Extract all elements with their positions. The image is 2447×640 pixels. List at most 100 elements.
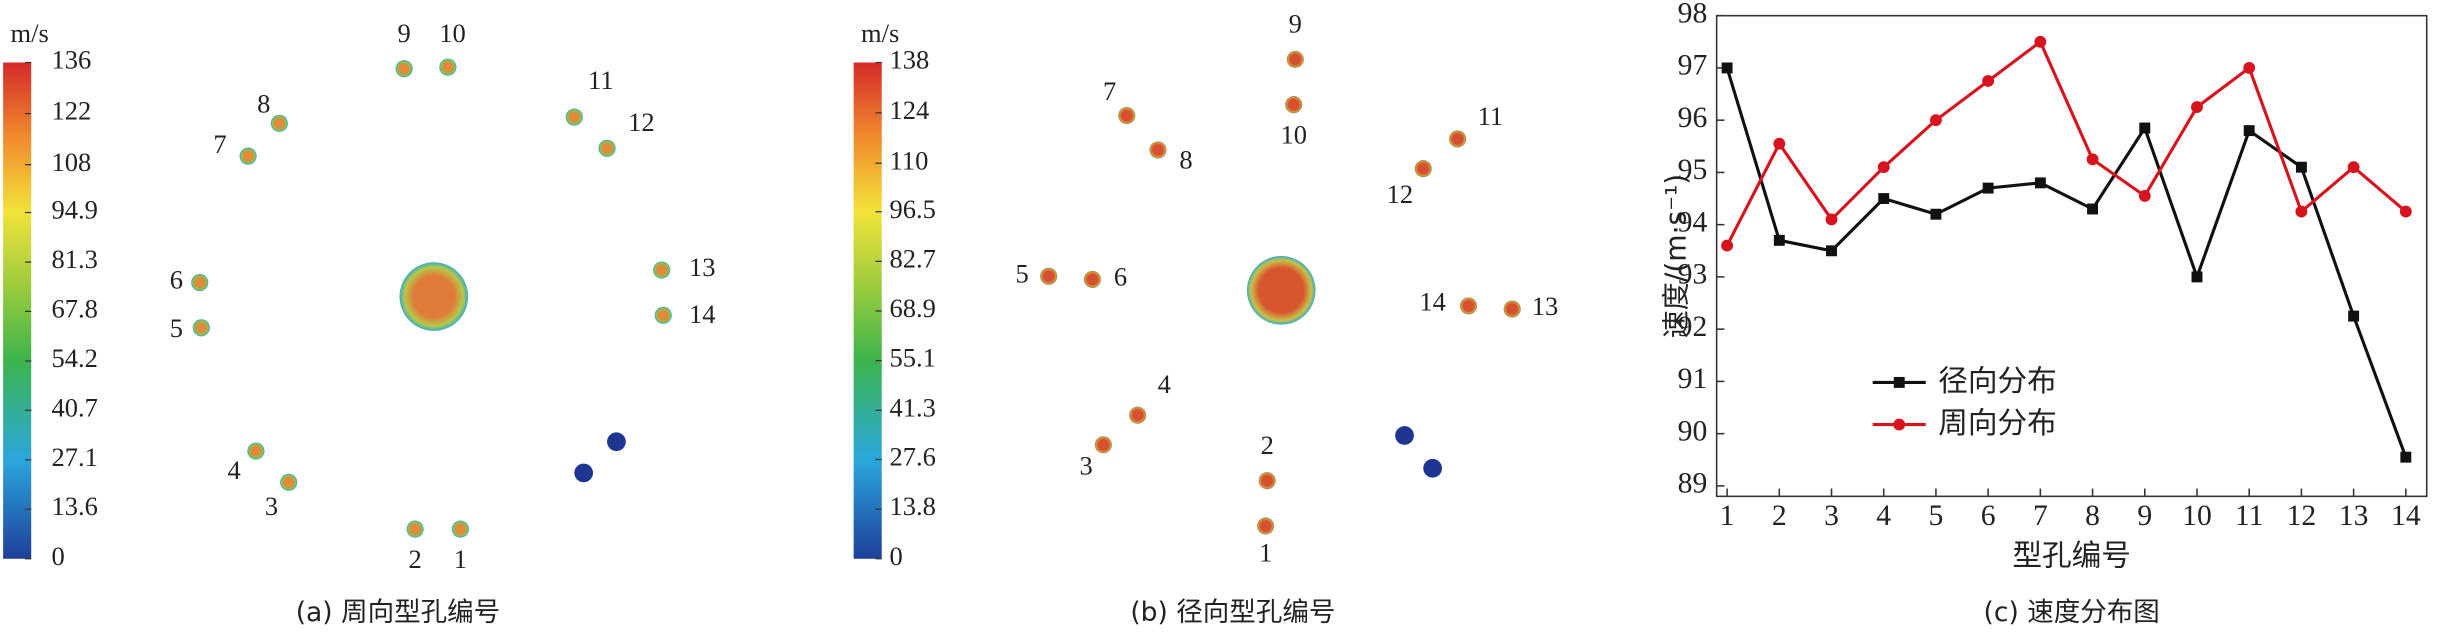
legend-label: 周向分布 bbox=[1938, 405, 2057, 440]
x-tick-label: 3 bbox=[1824, 500, 1839, 532]
hole-label: 12 bbox=[1387, 179, 1414, 209]
hole bbox=[1129, 406, 1147, 424]
hole bbox=[1449, 130, 1467, 148]
x-tick-label: 9 bbox=[2137, 500, 2152, 532]
hole bbox=[1094, 436, 1112, 454]
series-line bbox=[1725, 39, 2407, 247]
marker bbox=[1825, 213, 1838, 226]
colorbar-tick-label: 122 bbox=[51, 96, 91, 126]
x-tick-label: 11 bbox=[2235, 500, 2264, 532]
hole-label: 8 bbox=[257, 88, 270, 118]
hole-label: 13 bbox=[1532, 291, 1559, 321]
hole bbox=[598, 139, 616, 157]
x-tick-label: 5 bbox=[1929, 500, 1944, 532]
series-line bbox=[1725, 67, 2408, 458]
hole-label: 9 bbox=[398, 18, 411, 48]
y-tick-label: 92 bbox=[1678, 311, 1708, 343]
caption: (b) 径向型孔编号 bbox=[1130, 597, 1335, 628]
colorbar-tick-label: 82.7 bbox=[890, 243, 936, 273]
hole-label: 10 bbox=[1280, 120, 1307, 150]
colorbar-tick-label: 136 bbox=[51, 45, 91, 75]
hole bbox=[270, 114, 288, 132]
y-tick-label: 98 bbox=[1678, 0, 1708, 29]
hole bbox=[654, 306, 672, 324]
x-axis-label: 型孔编号 bbox=[2012, 538, 2131, 573]
hole-label: 5 bbox=[170, 313, 183, 343]
legend-label: 径向分布 bbox=[1938, 363, 2057, 398]
colorbar-label: m/s bbox=[10, 18, 48, 48]
marker bbox=[2139, 122, 2151, 134]
hole-label: 10 bbox=[439, 18, 466, 48]
center-hole bbox=[399, 262, 469, 331]
hole bbox=[247, 442, 265, 460]
marker bbox=[2034, 177, 2046, 189]
marker bbox=[2138, 190, 2151, 202]
hole bbox=[1258, 472, 1276, 490]
y-tick-label: 90 bbox=[1678, 415, 1708, 447]
marker bbox=[1930, 208, 1942, 220]
marker bbox=[1877, 161, 1890, 174]
colorbar-tick-label: 96.5 bbox=[890, 194, 936, 224]
y-tick-label: 94 bbox=[1678, 206, 1708, 238]
hole-label: 8 bbox=[1179, 144, 1192, 174]
hole bbox=[239, 147, 257, 165]
colorbar-tick-label: 68.9 bbox=[890, 293, 936, 323]
colorbar-tick-label: 13.8 bbox=[890, 491, 936, 521]
y-tick-label: 89 bbox=[1678, 468, 1708, 500]
marker bbox=[2295, 161, 2307, 173]
hole bbox=[1149, 141, 1167, 159]
marker bbox=[2034, 35, 2047, 48]
hole bbox=[395, 60, 413, 78]
marker bbox=[1826, 245, 1837, 257]
hole-label: 12 bbox=[628, 107, 655, 137]
marker bbox=[1721, 239, 1734, 252]
x-tick-label: 12 bbox=[2287, 500, 2317, 532]
blue-hole bbox=[1395, 426, 1414, 445]
colorbar-tick-label: 108 bbox=[51, 147, 91, 177]
hole bbox=[1257, 517, 1275, 535]
marker bbox=[1721, 62, 1733, 74]
marker bbox=[1773, 137, 1786, 150]
marker bbox=[1773, 234, 1785, 246]
colorbar-tick-label: 40.7 bbox=[51, 392, 97, 422]
hole bbox=[565, 108, 583, 126]
x-tick-label: 2 bbox=[1772, 500, 1787, 532]
marker bbox=[2347, 161, 2360, 174]
colorbar-tick-label: 41.3 bbox=[890, 392, 936, 422]
hole-label: 6 bbox=[170, 265, 183, 295]
hole bbox=[439, 58, 457, 76]
colorbar-tick-label: 94.9 bbox=[51, 195, 97, 225]
marker bbox=[2348, 310, 2360, 322]
y-tick-label: 93 bbox=[1678, 259, 1708, 291]
hole-label: 3 bbox=[1080, 450, 1093, 480]
marker bbox=[2087, 203, 2099, 215]
colorbar-tick-label: 27.1 bbox=[51, 442, 97, 472]
colorbar-tick-label: 138 bbox=[890, 45, 930, 75]
colorbar-tick-label: 27.6 bbox=[890, 442, 936, 472]
hole bbox=[1286, 50, 1304, 68]
x-tick-label: 8 bbox=[2085, 500, 2100, 532]
colorbar-label: m/s bbox=[861, 18, 899, 48]
center-hole bbox=[1246, 256, 1316, 325]
x-tick-label: 6 bbox=[1981, 500, 1996, 532]
x-tick-label: 10 bbox=[2182, 500, 2212, 532]
marker bbox=[1930, 114, 1942, 127]
hole-label: 9 bbox=[1289, 9, 1302, 39]
hole-label: 7 bbox=[213, 129, 226, 159]
colorbar-tick-label: 54.2 bbox=[51, 343, 97, 373]
hole-label: 2 bbox=[408, 544, 421, 574]
hole bbox=[1083, 270, 1101, 289]
hole bbox=[191, 273, 209, 292]
marker bbox=[1893, 418, 1906, 431]
colorbar-tick-label: 0 bbox=[890, 541, 903, 571]
marker bbox=[1893, 376, 1905, 388]
hole-label: 4 bbox=[1158, 369, 1171, 399]
x-tick-label: 1 bbox=[1720, 500, 1735, 532]
hole-label: 2 bbox=[1261, 430, 1274, 460]
y-tick-label: 96 bbox=[1678, 102, 1708, 134]
colorbar bbox=[3, 62, 32, 559]
marker bbox=[2086, 153, 2099, 166]
hole-label: 7 bbox=[1103, 76, 1116, 106]
hole bbox=[406, 520, 424, 538]
marker bbox=[2191, 101, 2203, 114]
